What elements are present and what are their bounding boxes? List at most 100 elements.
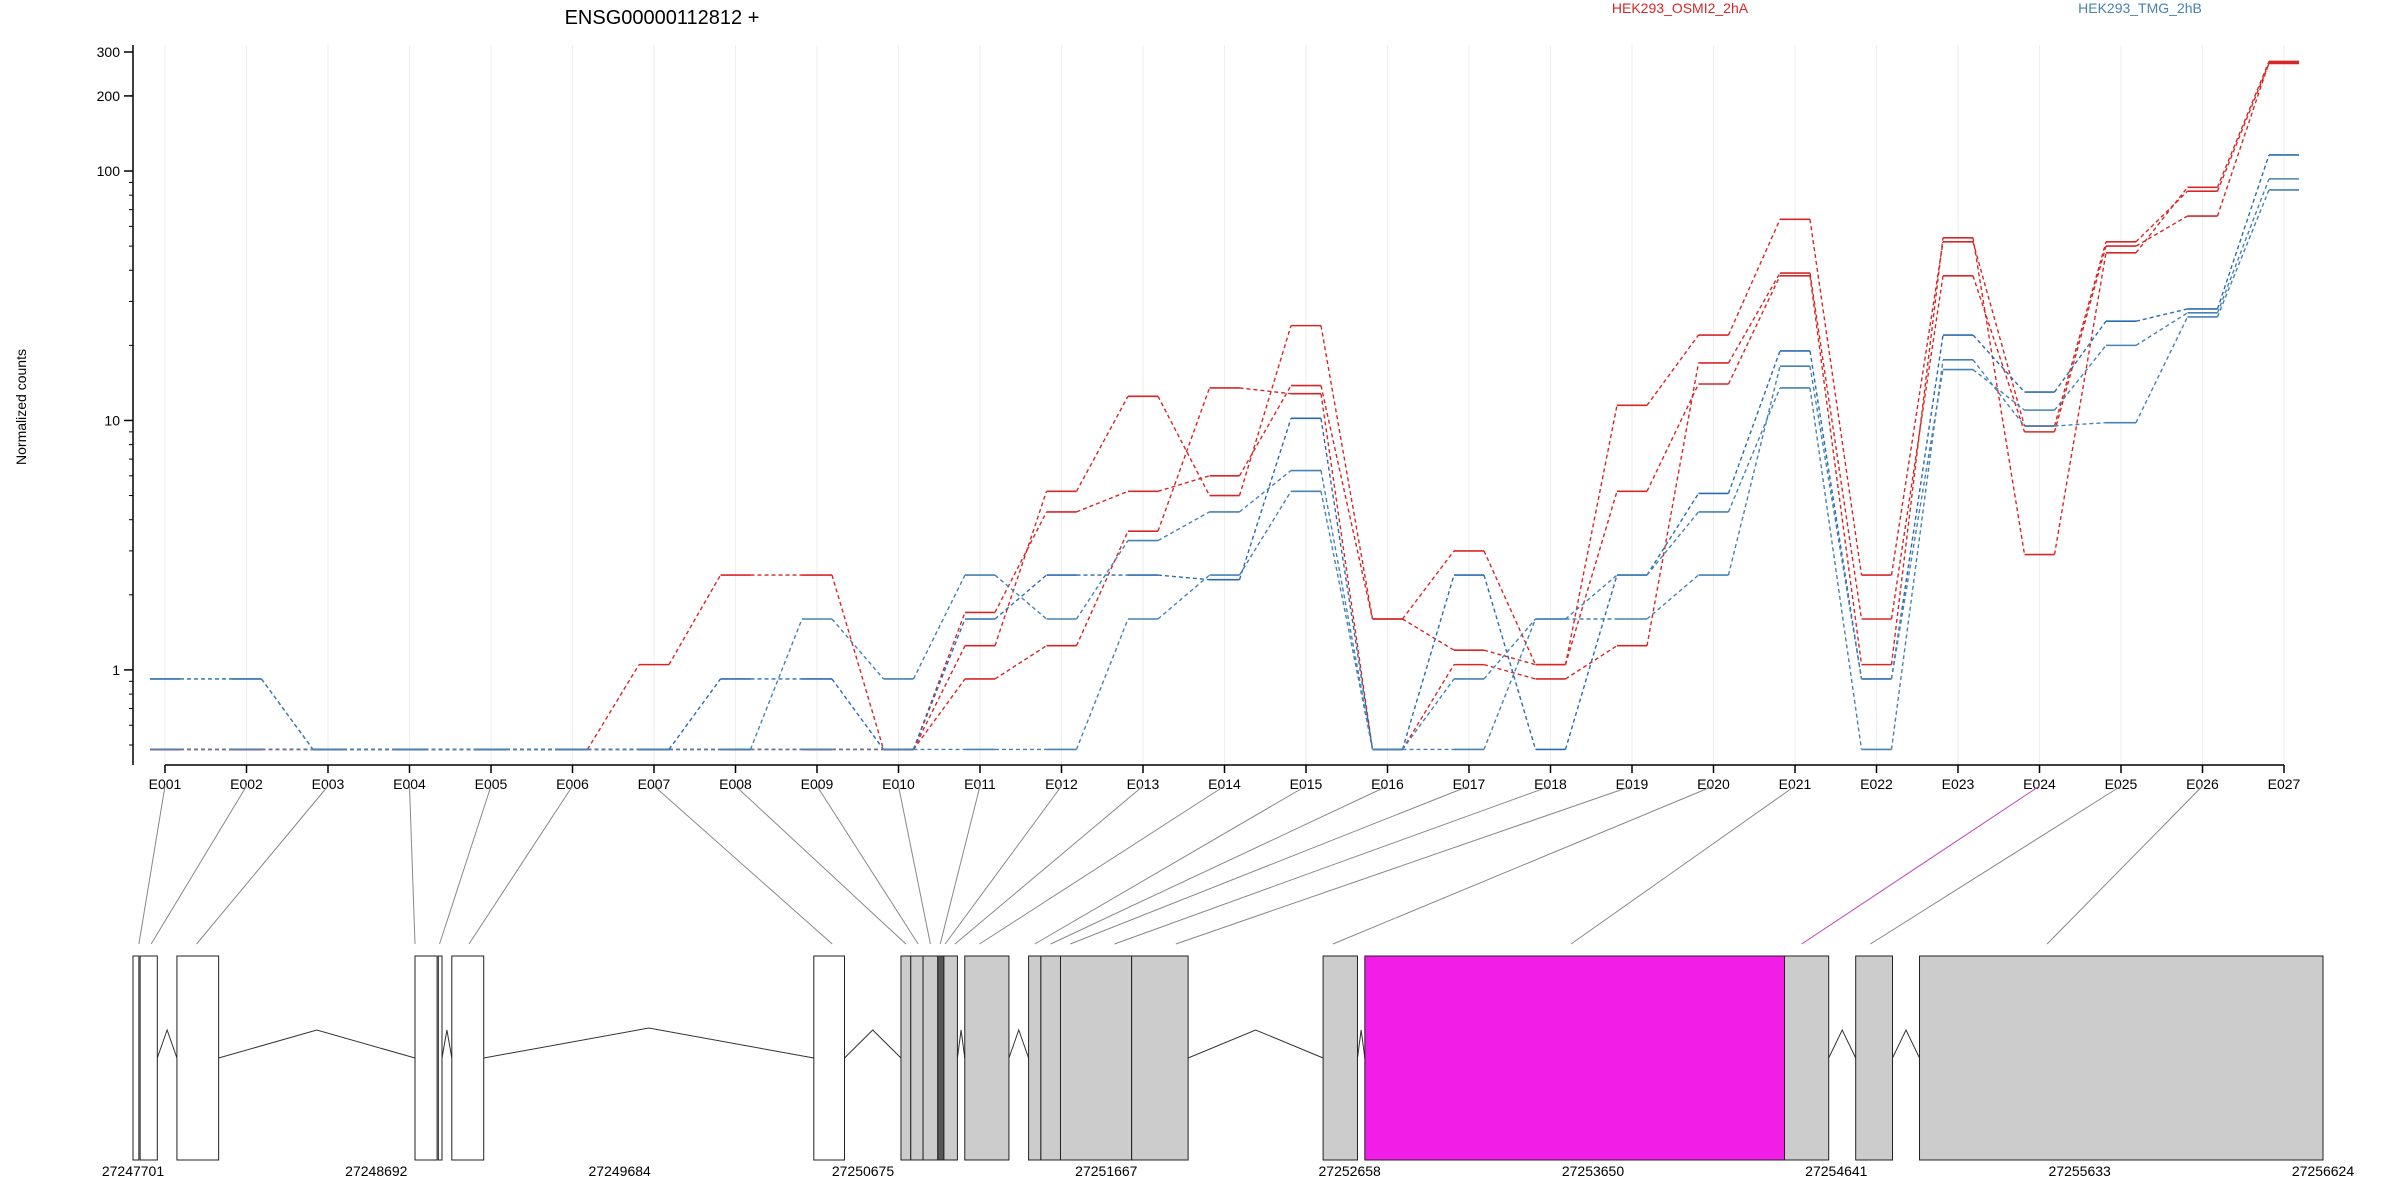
exon-tick-label: E016	[1371, 776, 1404, 792]
intron-line	[156, 1028, 178, 1059]
series-connector	[1075, 618, 1129, 750]
series-connector	[1157, 574, 1210, 581]
exon-block	[1059, 955, 1133, 1161]
y-tick-label: 300	[97, 44, 121, 60]
series-connector	[1809, 387, 1863, 750]
series-connector	[1727, 219, 1781, 336]
series-connector	[1890, 359, 1944, 750]
series-connector	[1564, 574, 1618, 750]
exon-link-line	[898, 785, 931, 945]
exon-link-line	[196, 785, 329, 945]
exon-link-line	[468, 785, 573, 945]
series-connector	[912, 574, 966, 680]
intron-line	[1828, 1028, 1857, 1059]
series-connector	[1890, 241, 1944, 576]
series-connector	[749, 618, 803, 750]
exon-tick-label: E005	[475, 776, 508, 792]
exon-link-line	[1870, 785, 2122, 945]
exon-block	[1028, 955, 1042, 1161]
series-connector	[1646, 511, 1700, 576]
exon-block	[437, 955, 443, 1161]
exon-tick-label: E020	[1697, 776, 1730, 792]
exon-block	[1919, 955, 2324, 1161]
series-connector	[994, 491, 1048, 646]
series-connector	[2053, 245, 2107, 433]
series-connector	[1809, 275, 1863, 665]
series-connector	[1972, 368, 2025, 411]
series-connector	[586, 664, 640, 750]
genomic-coordinate-label: 27248692	[345, 1163, 408, 1179]
exon-link-line	[816, 785, 919, 945]
series-connector	[1320, 470, 1374, 750]
series-connector	[1320, 491, 1374, 750]
exon-block	[1784, 955, 1830, 1161]
series-connector	[1076, 490, 1129, 513]
exon-link-line	[1050, 785, 1388, 945]
exon-link-lines	[138, 785, 2203, 945]
series-connector	[1890, 275, 1944, 620]
series-connector	[1402, 618, 1455, 651]
genomic-coordinate-label: 27256624	[2292, 1163, 2355, 1179]
series-connector	[1157, 511, 1210, 542]
y-axis-label: Normalized counts	[13, 349, 29, 465]
series-connector	[1157, 475, 1210, 492]
series-connector	[1483, 550, 1537, 665]
exon-tick-label: E007	[638, 776, 671, 792]
series-connector	[831, 574, 885, 750]
series-connector	[2216, 189, 2270, 318]
series-connector	[994, 574, 1047, 620]
series-connector	[1075, 395, 1129, 492]
series-connector	[912, 645, 966, 750]
series-connector	[1483, 649, 1536, 666]
series-connector	[1238, 418, 1292, 580]
y-tick-label: 200	[97, 88, 121, 104]
exon-link-line	[1175, 785, 1633, 945]
series-connector	[1727, 275, 1781, 385]
exon-block	[414, 955, 438, 1161]
series-connector	[1972, 334, 2026, 393]
exon-block	[1040, 955, 1061, 1161]
series-connector	[1401, 550, 1455, 620]
exon-tick-label: E017	[1453, 776, 1486, 792]
exon-tick-label: E011	[964, 776, 996, 792]
series-connector	[1809, 272, 1863, 620]
genomic-coordinate-label: 27255633	[2049, 1163, 2112, 1179]
exon-block	[937, 955, 945, 1161]
genomic-coordinate-label: 27251667	[1075, 1163, 1138, 1179]
series-lines	[150, 60, 2299, 751]
series-connector	[1401, 664, 1455, 750]
exon-block	[176, 955, 220, 1161]
intron-line	[1892, 1028, 1920, 1059]
series-connector	[2135, 190, 2188, 243]
series-connector	[1483, 618, 1537, 680]
series-connector	[2135, 308, 2188, 322]
genomic-coordinate-label: 27247701	[102, 1163, 165, 1179]
exon-link-line	[979, 785, 1225, 945]
series-connector	[2216, 61, 2270, 188]
series-connector	[2135, 215, 2188, 247]
exon-link-line	[1070, 785, 1470, 945]
series-connector	[2135, 312, 2188, 346]
exon-tick-label: E004	[393, 776, 426, 792]
exon-link-line	[1034, 785, 1307, 945]
chart-title: ENSG00000112812 +	[565, 7, 760, 29]
exon-tick-label: E015	[1290, 776, 1323, 792]
exon-link-line	[1332, 785, 1714, 945]
exon-block	[943, 955, 958, 1161]
exon-tick-label: E025	[2105, 776, 2138, 792]
exon-tick-label: E008	[719, 776, 752, 792]
series-connector	[1239, 387, 1292, 395]
series-connector	[1401, 678, 1455, 750]
exon-tick-label: E003	[312, 776, 345, 792]
exon-tick-label: E002	[230, 776, 263, 792]
y-tick-label: 10	[104, 412, 120, 428]
series-connector	[668, 574, 722, 665]
series-connector	[1727, 387, 1781, 513]
series-connector	[1727, 366, 1781, 576]
series-connector	[1727, 272, 1781, 364]
series-3	[150, 61, 2299, 751]
exon-link-line	[954, 785, 1144, 945]
series-connector	[668, 678, 722, 750]
series-connector	[831, 678, 885, 750]
series-connector	[1646, 493, 1700, 576]
